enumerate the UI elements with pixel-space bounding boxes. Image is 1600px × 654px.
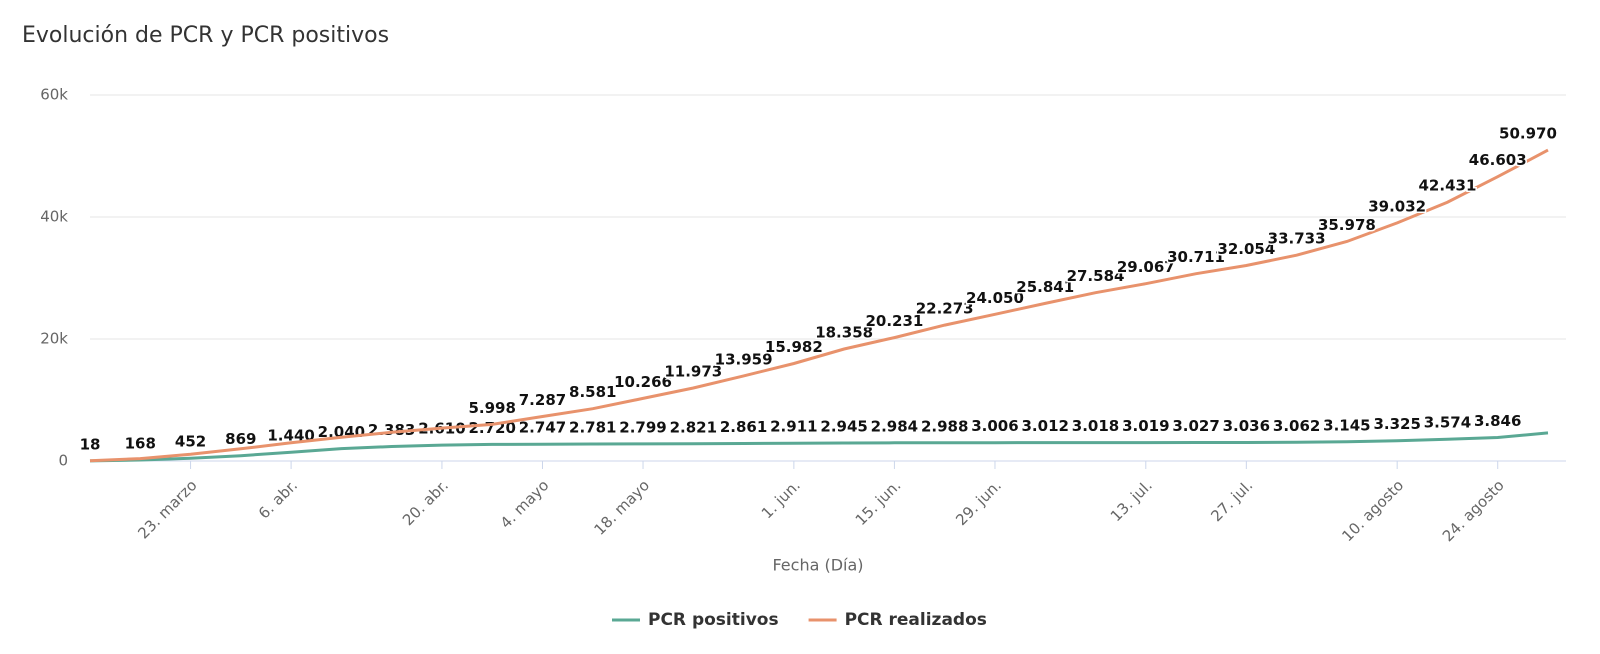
data-label: 46.603 bbox=[1469, 151, 1527, 169]
x-tick-label: 27. jul. bbox=[1207, 476, 1256, 525]
data-label: 2.988 bbox=[921, 417, 968, 435]
y-tick-label: 0 bbox=[58, 452, 68, 470]
chart-title: Evolución de PCR y PCR positivos bbox=[22, 23, 389, 48]
data-label: 3.019 bbox=[1122, 417, 1169, 435]
x-tick-label: 29. jun. bbox=[952, 476, 1005, 529]
x-axis-title: Fecha (Día) bbox=[772, 556, 863, 575]
data-label: 2.821 bbox=[670, 418, 717, 436]
data-label: 50.970 bbox=[1499, 125, 1557, 143]
x-tick-label: 10. agosto bbox=[1338, 476, 1407, 545]
y-tick-label: 20k bbox=[40, 330, 68, 348]
data-label: 2.799 bbox=[619, 418, 666, 436]
y-tick-label: 60k bbox=[40, 86, 68, 104]
data-label: 8.581 bbox=[569, 383, 616, 401]
data-label: 2.747 bbox=[519, 419, 566, 437]
data-label: 452 bbox=[175, 433, 206, 451]
legend-label: PCR realizados bbox=[845, 610, 987, 630]
data-label: 29.067 bbox=[1117, 258, 1175, 276]
data-label: 30.711 bbox=[1167, 248, 1225, 266]
x-tick-label: 6. abr. bbox=[255, 476, 301, 522]
data-label: 869 bbox=[225, 430, 256, 448]
data-label: 2.781 bbox=[569, 419, 616, 437]
data-label: 3.012 bbox=[1022, 417, 1069, 435]
data-label: 13.959 bbox=[715, 350, 773, 368]
x-tick-label: 4. mayo bbox=[497, 476, 553, 532]
data-label: 27.584 bbox=[1067, 267, 1125, 285]
y-tick-label: 40k bbox=[40, 208, 68, 226]
data-label: 3.006 bbox=[971, 417, 1018, 435]
data-label: 2.945 bbox=[820, 418, 867, 436]
data-label: 2.911 bbox=[770, 418, 817, 436]
data-label: 18 bbox=[80, 435, 101, 453]
data-label: 3.027 bbox=[1172, 417, 1219, 435]
data-label: 3.018 bbox=[1072, 417, 1119, 435]
data-label: 33.733 bbox=[1268, 230, 1326, 248]
data-label: 39.032 bbox=[1368, 197, 1426, 215]
data-label: 3.062 bbox=[1273, 417, 1320, 435]
data-label: 5.998 bbox=[468, 399, 515, 417]
data-label: 168 bbox=[125, 434, 156, 452]
data-label: 2.984 bbox=[871, 417, 918, 435]
data-label: 42.431 bbox=[1419, 177, 1477, 195]
legend-label: PCR positivos bbox=[648, 610, 779, 630]
data-label: 3.846 bbox=[1474, 412, 1521, 430]
data-label: 3.325 bbox=[1373, 415, 1420, 433]
data-label: 32.054 bbox=[1217, 240, 1275, 258]
series-line bbox=[89, 431, 1549, 463]
data-label: 20.231 bbox=[865, 312, 923, 330]
series-line bbox=[89, 148, 1549, 463]
x-tick-label: 23. marzo bbox=[134, 476, 200, 542]
x-tick-label: 1. jun. bbox=[758, 476, 804, 522]
data-label: 2.861 bbox=[720, 418, 767, 436]
data-label: 7.287 bbox=[519, 391, 566, 409]
x-tick-label: 20. abr. bbox=[399, 476, 452, 529]
data-label: 25.841 bbox=[1016, 278, 1074, 296]
data-label: 3.036 bbox=[1223, 417, 1270, 435]
data-label: 11.973 bbox=[664, 362, 722, 380]
x-tick-label: 15. jun. bbox=[852, 476, 905, 529]
x-tick-label: 24. agosto bbox=[1439, 476, 1508, 545]
x-tick-label: 18. mayo bbox=[590, 476, 653, 539]
data-label: 3.145 bbox=[1323, 416, 1370, 434]
data-label: 24.050 bbox=[966, 289, 1024, 307]
data-label: 15.982 bbox=[765, 338, 823, 356]
data-label: 10.266 bbox=[614, 373, 672, 391]
x-tick-label: 13. jul. bbox=[1107, 476, 1156, 525]
data-label: 22.273 bbox=[916, 300, 974, 318]
data-label: 35.978 bbox=[1318, 216, 1376, 234]
data-label: 3.574 bbox=[1424, 414, 1471, 432]
data-label: 18.358 bbox=[815, 324, 873, 342]
